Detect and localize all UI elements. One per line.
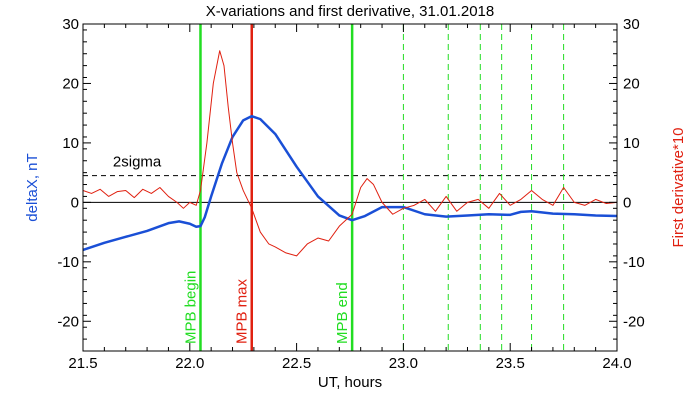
y-tick-label-left-3: 10 [62,135,79,152]
x-tick-label-1: 22.0 [175,355,204,372]
y-tick-label-left-0: -20 [57,313,79,330]
y-tick-label-right-2: 0 [623,194,631,211]
y-tick-label-left-2: 0 [71,194,79,211]
plot-frame [82,23,618,352]
y-tick-label-left-5: 30 [62,16,79,33]
y-tick-label-right-4: 20 [623,75,640,92]
threshold-label: 2sigma [113,154,162,171]
y-axis-label-left: deltaX, nT [24,153,41,221]
x-tick-label-0: 21.5 [68,355,97,372]
x-tick-label-4: 23.5 [496,355,525,372]
series-line-derivative [82,50,618,257]
y-tick-label-right-5: 30 [623,16,640,33]
x-tick-label-5: 24.0 [602,355,631,372]
x-axis-label: UT, hours [318,374,382,391]
y-tick-label-left-1: -10 [57,254,79,271]
y-tick-label-right-1: -10 [623,254,645,271]
x-tick-label-3: 23.0 [389,355,418,372]
series-line-deltaX [82,114,618,252]
marker-label-2: MPB end [334,282,351,344]
x-tick-label-2: 22.5 [282,355,311,372]
y-tick-label-left-4: 20 [62,75,79,92]
marker-label-0: MPB begin [182,271,199,344]
y-tick-label-right-0: -20 [623,313,645,330]
y-tick-label-right-3: 10 [623,135,640,152]
marker-label-1: MPB max [234,278,251,344]
chart-title: X-variations and first derivative, 31.01… [206,3,495,20]
y-axis-label-right: First derivative*10 [670,127,687,247]
